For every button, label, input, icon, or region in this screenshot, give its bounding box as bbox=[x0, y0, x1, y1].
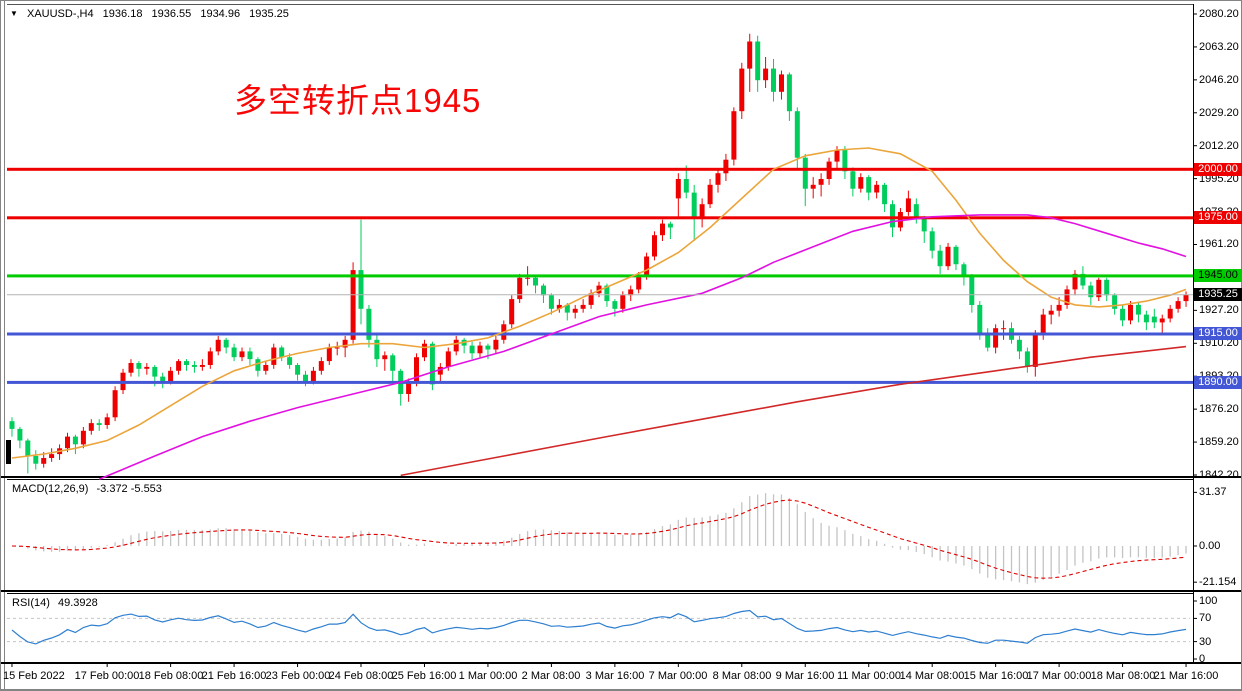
rsi-indicator-header: RSI(14) 49.3928 bbox=[12, 597, 103, 609]
symbol-dropdown-icon[interactable]: ▼ bbox=[10, 9, 18, 18]
chart-text-annotation[interactable]: 多空转折点1945 bbox=[234, 82, 482, 119]
symbol-ohlc-readout: ▼ XAUUSD-,H4 1936.18 1936.55 1934.96 193… bbox=[10, 8, 295, 20]
rsi-label: RSI(14) bbox=[12, 597, 50, 609]
symbol-timeframe-label: XAUUSD-,H4 bbox=[26, 8, 94, 20]
ohlc-close: 1935.25 bbox=[249, 8, 289, 20]
macd-label: MACD(12,26,9) bbox=[12, 483, 89, 495]
macd-values: -3.372 -5.553 bbox=[96, 483, 162, 495]
ohlc-low: 1934.96 bbox=[200, 8, 241, 20]
macd-indicator-header: MACD(12,26,9) -3.372 -5.553 bbox=[12, 483, 167, 495]
rsi-value: 49.3928 bbox=[57, 597, 98, 609]
ohlc-open: 1936.18 bbox=[102, 8, 143, 20]
ohlc-high: 1936.55 bbox=[151, 8, 192, 20]
